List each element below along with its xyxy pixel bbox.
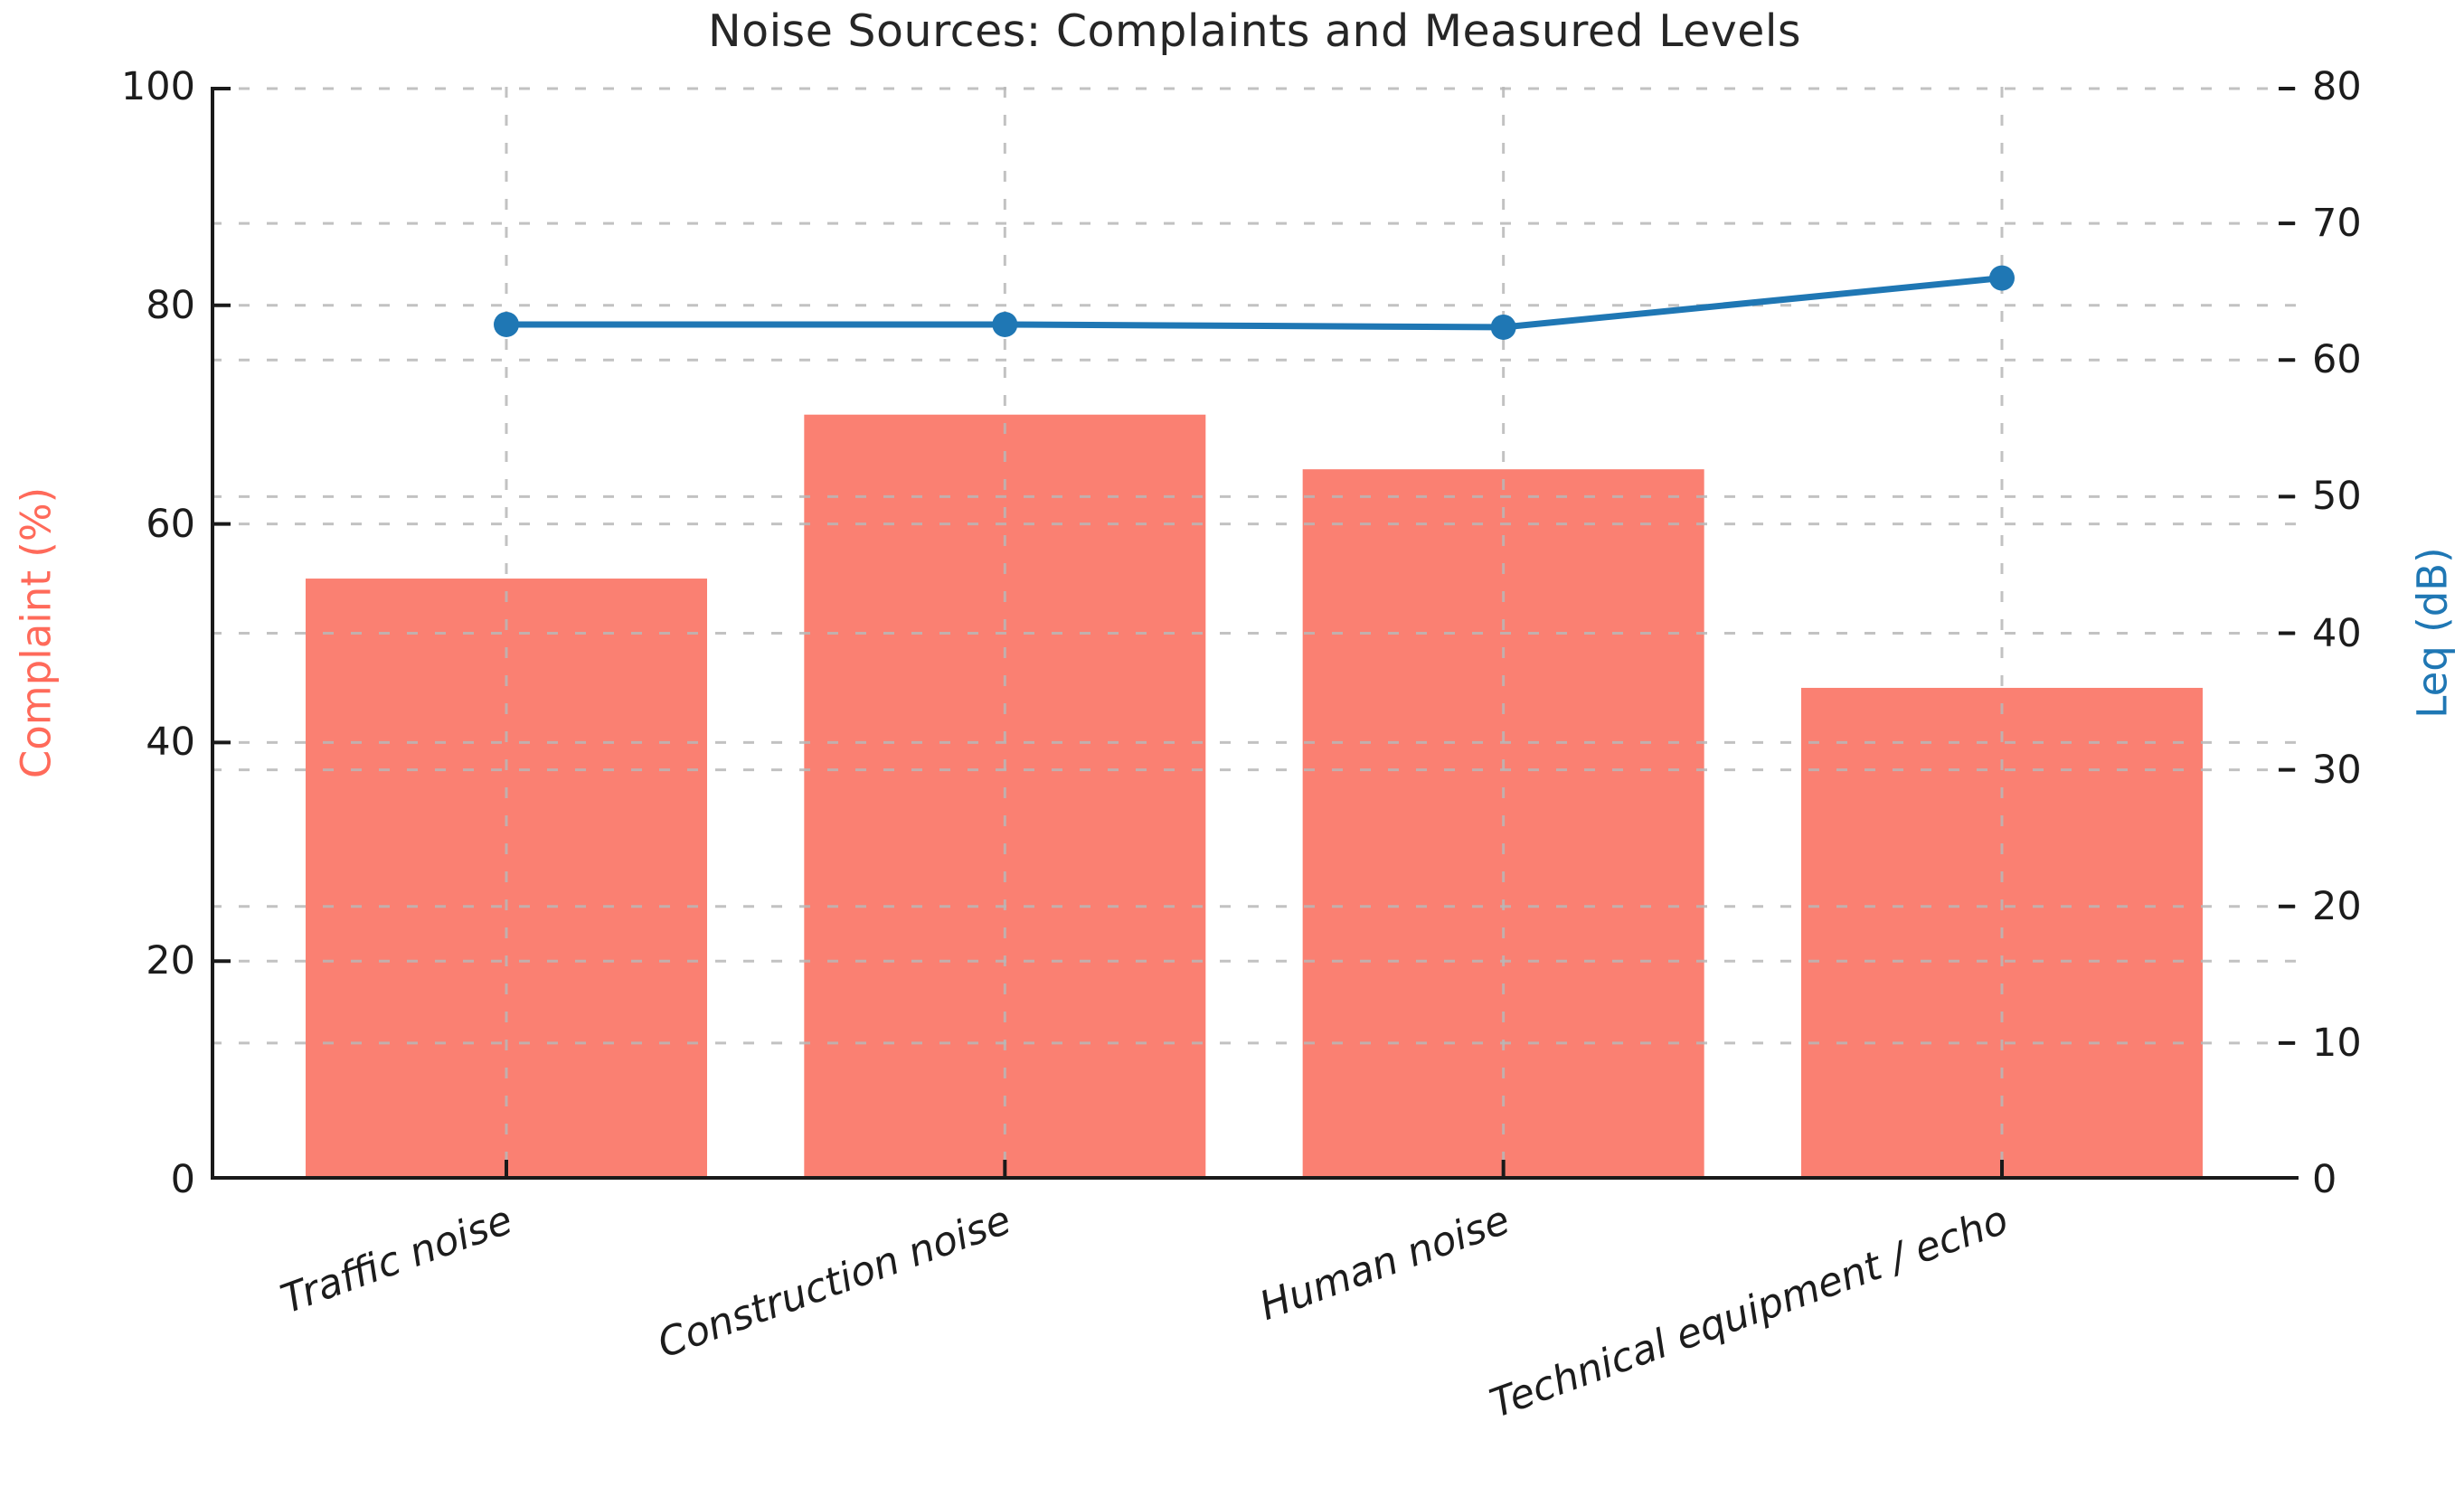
left-tick-label-100: 100 [120,64,195,109]
leq-line [503,275,2006,331]
x-tick-label-technical-equipment-echo: Technical equipment / echo [1484,1197,2015,1427]
chart-title: Noise Sources: Complaints and Measured L… [707,5,1802,57]
right-tick-label-40: 40 [2312,610,2362,656]
right-tick-label-60: 60 [2312,337,2362,383]
right-tick-label-80: 80 [2312,64,2362,109]
leq-marker-construction-noise [992,311,1018,337]
left-tick-label-60: 60 [146,501,195,547]
right-tick-label-10: 10 [2312,1020,2362,1066]
leq-marker-human-noise [1490,314,1516,340]
right-tick-label-70: 70 [2312,201,2362,247]
x-tick-label-human-noise: Human noise [1253,1197,1516,1331]
right-tick-label-20: 20 [2312,883,2362,929]
leq-marker-traffic-noise [494,311,519,337]
left-tick-label-40: 40 [146,720,195,766]
plot-area [211,87,2299,1180]
x-tick-label-construction-noise: Construction noise [651,1197,1017,1368]
leq-marker-technical-equipment-echo [1988,265,2015,291]
x-tick-label-traffic-noise: Traffic noise [275,1197,519,1323]
right-axis-label: Leq (dB) [2408,547,2457,719]
left-tick-label-0: 0 [170,1157,195,1202]
chart-canvas [211,87,2299,1180]
left-tick-label-80: 80 [146,282,195,328]
right-tick-label-30: 30 [2312,747,2362,793]
left-tick-label-20: 20 [146,938,195,984]
right-tick-label-50: 50 [2312,474,2362,520]
right-tick-label-0: 0 [2312,1157,2337,1202]
